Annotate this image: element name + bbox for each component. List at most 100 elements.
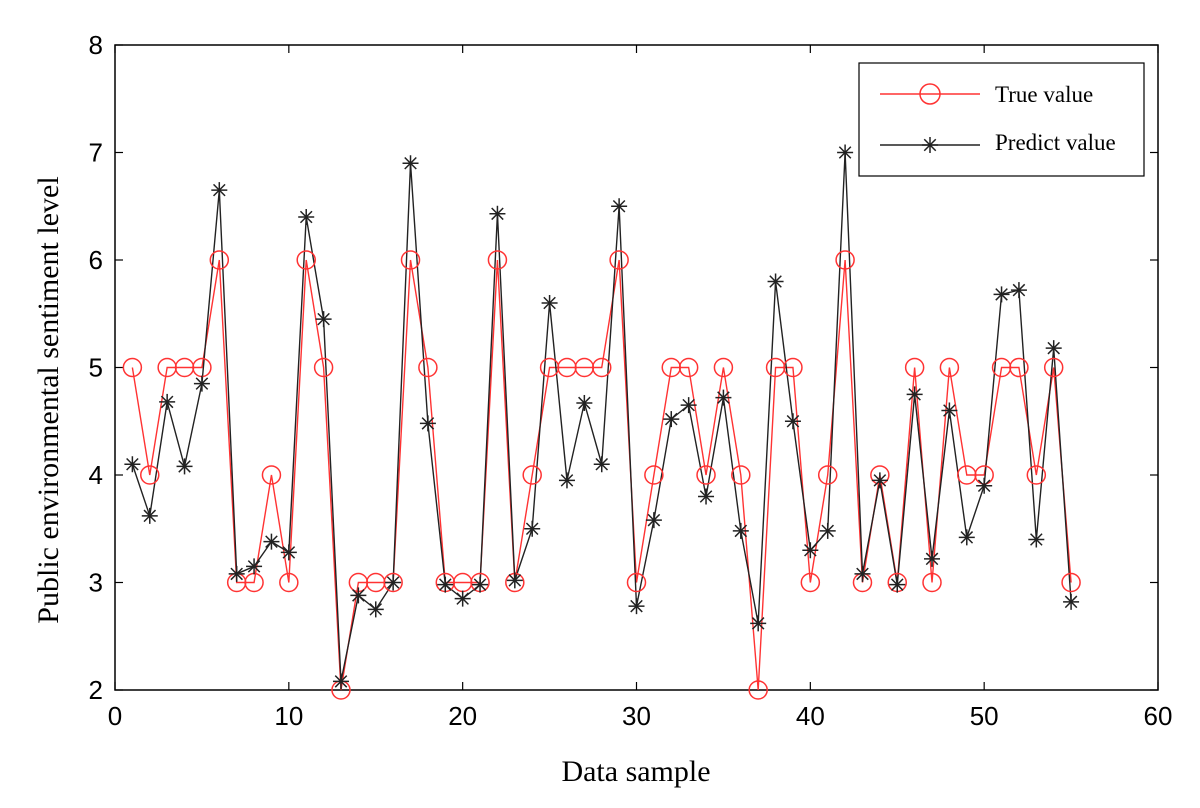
legend-box	[858, 62, 1145, 177]
true-value-point	[1061, 572, 1081, 593]
y-tick-label: 6	[89, 245, 103, 275]
predict-value-point	[263, 533, 280, 550]
predict-value-point	[976, 477, 993, 494]
predict-value-point	[628, 598, 645, 615]
predict-value-point	[889, 576, 906, 593]
predict-value-point	[1028, 531, 1045, 548]
true-value-point	[644, 465, 664, 485]
predict-value-point	[611, 198, 628, 215]
predict-value-point	[958, 529, 975, 546]
predict-value-point	[385, 574, 402, 591]
predict-value-point	[871, 472, 888, 489]
x-tick-label: 30	[622, 701, 651, 731]
predict-value-point	[454, 590, 471, 607]
true-value-point	[140, 465, 160, 485]
series-line-true-value	[131, 259, 1072, 691]
x-tick-label: 60	[1144, 701, 1173, 731]
predict-value-point	[402, 155, 419, 172]
predict-value-point	[993, 286, 1010, 303]
x-tick-label: 50	[970, 701, 999, 731]
true-value-point	[418, 357, 438, 378]
predict-value-point	[367, 601, 384, 618]
predict-value-point	[506, 572, 523, 589]
true-value-point	[296, 250, 316, 270]
x-tick-label: 0	[108, 701, 122, 731]
x-tick-label: 20	[448, 701, 477, 731]
y-tick-label: 5	[89, 353, 103, 383]
true-value-point	[939, 357, 960, 378]
predict-value-point	[1063, 593, 1080, 610]
true-value-point	[487, 250, 508, 270]
predict-value-point	[541, 295, 558, 311]
y-tick-label: 4	[89, 460, 103, 490]
predict-value-point	[645, 512, 662, 529]
true-value-point	[591, 357, 612, 378]
y-tick-label: 2	[89, 675, 103, 705]
predict-value-point	[750, 615, 767, 632]
predict-value-point	[350, 587, 367, 604]
predict-value-point	[663, 411, 680, 428]
predict-value-point	[159, 393, 176, 410]
y-tick-label: 7	[89, 138, 103, 168]
true-value-point	[400, 250, 421, 270]
y-tick-label: 8	[89, 30, 103, 60]
true-value-point	[835, 250, 855, 270]
true-value-point	[1026, 465, 1047, 485]
predict-value-point	[906, 386, 923, 403]
predict-value-point	[732, 522, 749, 539]
true-value-point	[279, 572, 299, 593]
axis-ticks: 0 10 20 30 40 50 60 2 3 4 5 6 7 8	[89, 30, 1173, 731]
legend: True value Predict value	[858, 62, 1145, 177]
y-axis-title: Public environmental sentiment level	[32, 176, 65, 623]
predict-value-point	[124, 456, 141, 473]
predict-value-point	[819, 522, 836, 539]
predict-value-point	[837, 144, 854, 161]
predict-value-point	[784, 413, 801, 430]
true-value-point	[748, 680, 768, 700]
legend-star-glyph	[922, 137, 938, 153]
true-value-point	[1009, 357, 1029, 378]
predict-value-point	[419, 415, 436, 432]
predict-value-point	[472, 576, 489, 593]
true-value-point	[817, 465, 838, 485]
true-value-point	[696, 465, 716, 485]
predict-value-point	[228, 565, 245, 582]
predict-value-point	[246, 558, 263, 575]
legend-marker-predict	[922, 137, 938, 153]
predict-value-point	[176, 458, 193, 475]
predict-value-point	[593, 456, 610, 473]
predict-value-point	[524, 520, 541, 537]
y-tick-label: 3	[89, 568, 103, 598]
true-value-point	[209, 250, 230, 270]
legend-label-predict: Predict value	[995, 130, 1116, 155]
true-value-point	[713, 357, 734, 378]
true-value-point	[122, 357, 143, 378]
predict-value-point	[558, 472, 575, 489]
true-value-point	[731, 465, 751, 485]
true-value-point	[609, 250, 629, 270]
predict-value-point	[298, 209, 315, 225]
true-value-point	[904, 357, 925, 378]
predict-value-point	[854, 565, 871, 582]
predict-value-point	[193, 375, 210, 392]
predict-value-point	[489, 205, 506, 222]
predict-value-point	[680, 397, 697, 414]
true-value-point	[678, 357, 699, 378]
predict-value-point	[924, 550, 941, 567]
predict-value-point	[941, 402, 958, 419]
true-value-point	[261, 465, 282, 485]
predict-value-point	[141, 507, 158, 524]
true-value-point	[783, 357, 803, 378]
predict-value-point	[437, 576, 454, 593]
predict-value-point	[698, 488, 715, 505]
true-value-point	[800, 572, 821, 593]
predict-value-point	[211, 182, 228, 199]
true-value-point	[522, 465, 542, 485]
predict-value-point	[280, 544, 297, 561]
legend-marker-true	[919, 83, 941, 105]
true-value-point	[383, 572, 403, 593]
x-axis-title: Data sample	[561, 755, 710, 788]
predict-value-point	[315, 311, 332, 328]
predict-value-point	[767, 273, 784, 290]
